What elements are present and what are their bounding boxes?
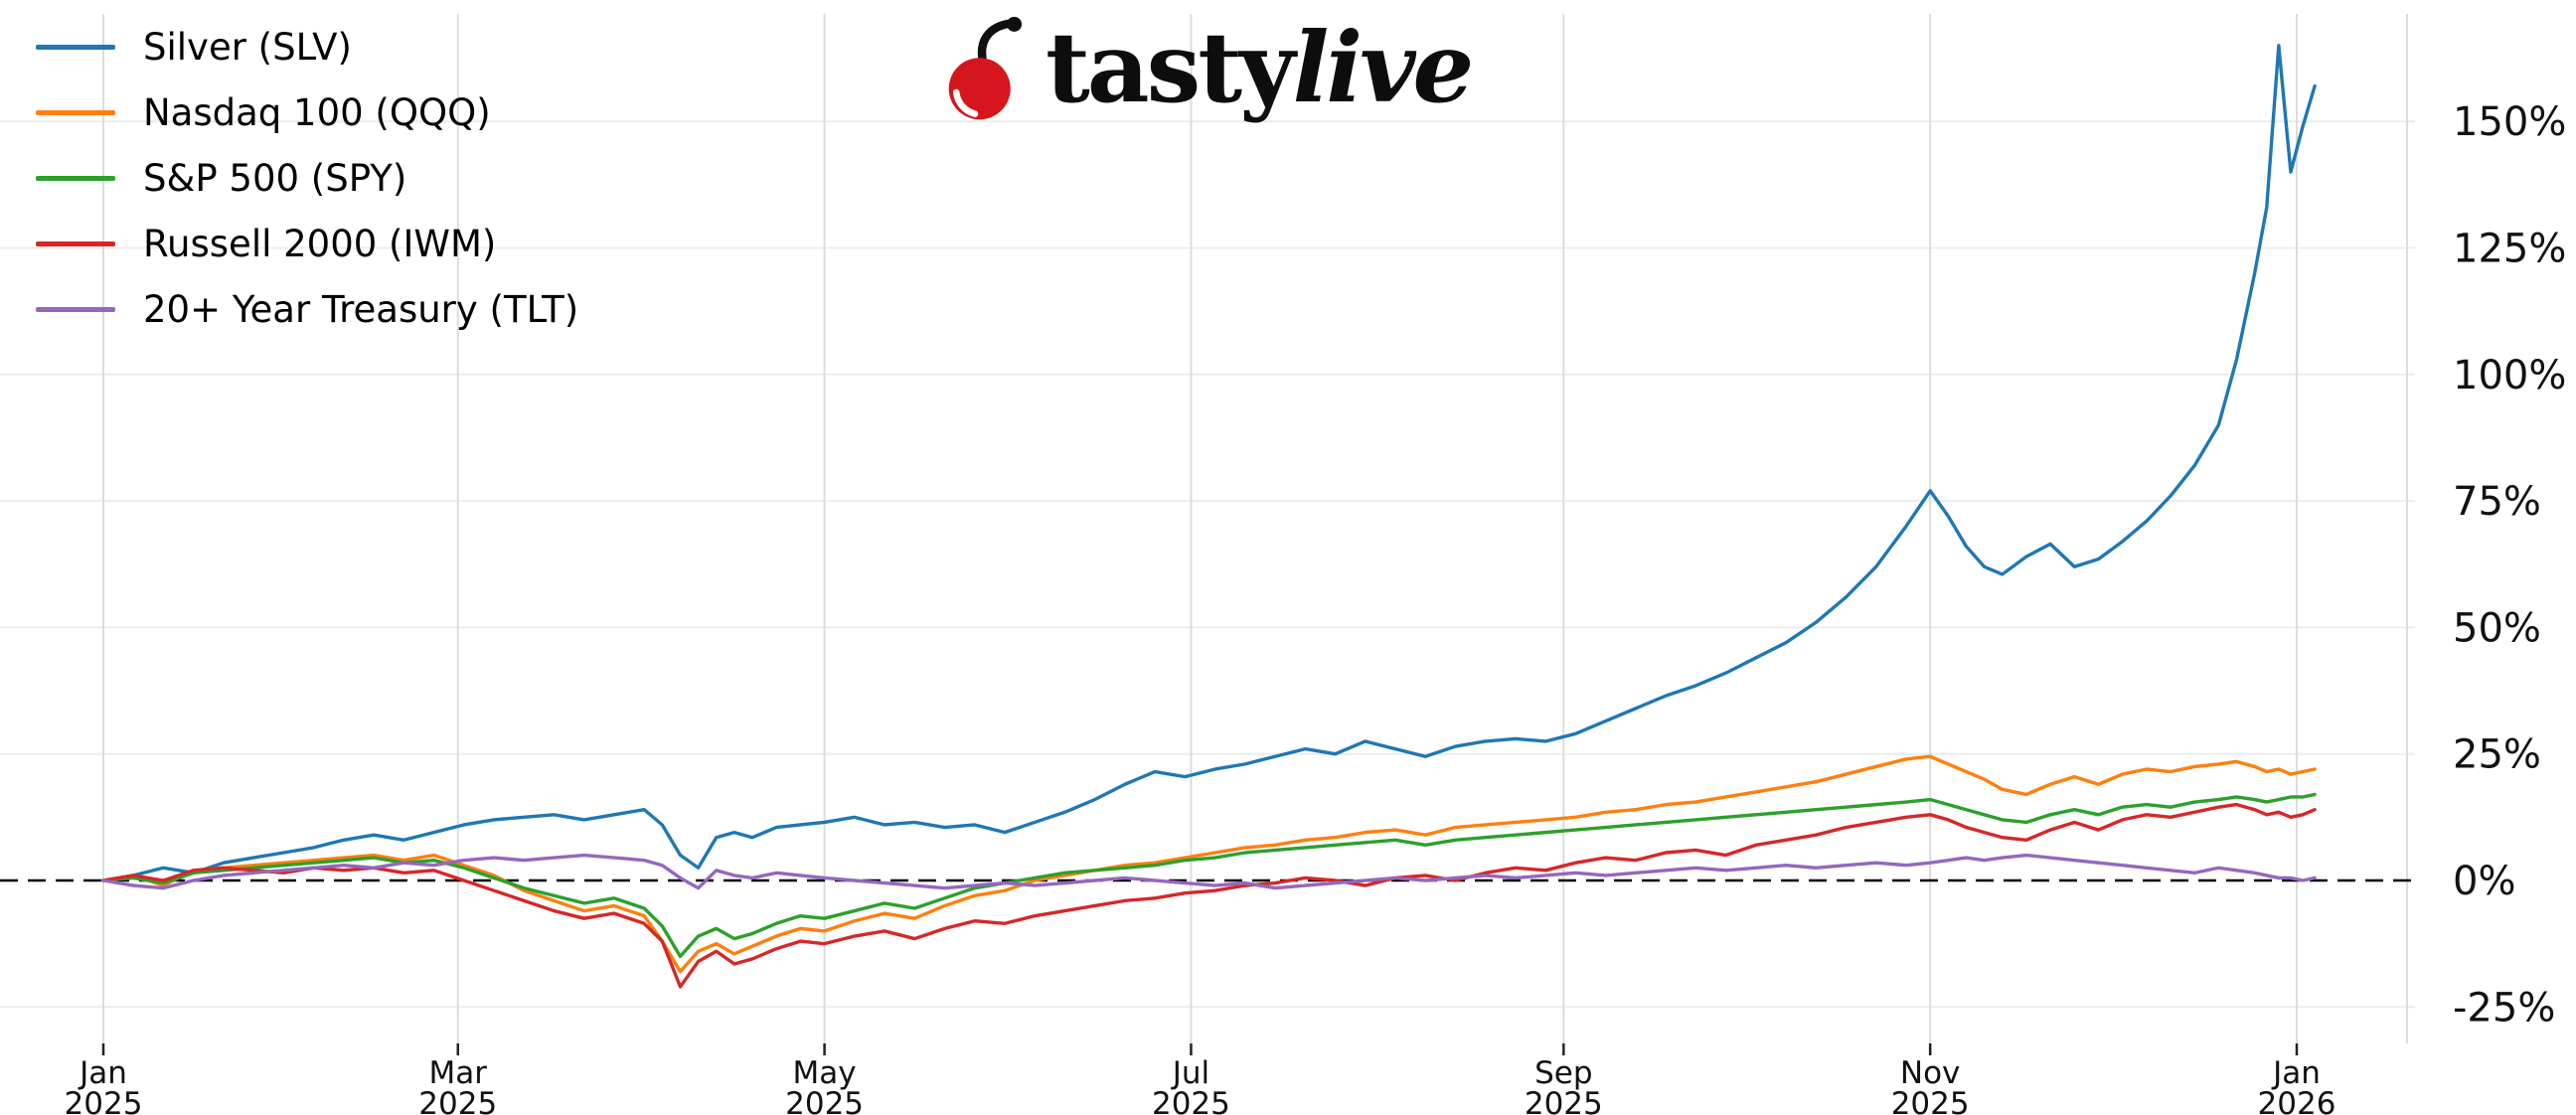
- legend-item-spy: S&P 500 (SPY): [36, 157, 578, 200]
- legend-color-line-spy: [36, 176, 115, 181]
- legend-color-line-tlt: [36, 307, 115, 312]
- logo-text-live: live: [1292, 11, 1474, 125]
- svg-text:Nov: Nov: [1900, 1055, 1961, 1091]
- svg-text:150%: 150%: [2453, 99, 2566, 145]
- svg-text:2025: 2025: [1152, 1086, 1230, 1115]
- legend-label-iwm: Russell 2000 (IWM): [143, 223, 497, 265]
- svg-text:2025: 2025: [785, 1086, 864, 1115]
- svg-text:100%: 100%: [2453, 353, 2566, 398]
- svg-text:Mar: Mar: [428, 1055, 487, 1091]
- svg-text:2025: 2025: [65, 1086, 143, 1115]
- legend-color-line-slv: [36, 45, 115, 50]
- svg-text:May: May: [793, 1055, 857, 1091]
- legend-color-line-iwm: [36, 241, 115, 246]
- legend-label-spy: S&P 500 (SPY): [143, 157, 407, 200]
- legend-label-tlt: 20+ Year Treasury (TLT): [143, 288, 579, 331]
- svg-text:2025: 2025: [1891, 1086, 1970, 1115]
- legend-label-qqq: Nasdaq 100 (QQQ): [143, 91, 491, 134]
- svg-text:50%: 50%: [2453, 605, 2541, 651]
- svg-text:75%: 75%: [2453, 479, 2541, 525]
- tastylive-logo: tastylive: [944, 14, 1474, 123]
- svg-text:Jul: Jul: [1171, 1055, 1209, 1091]
- legend-item-iwm: Russell 2000 (IWM): [36, 223, 578, 265]
- logo-text-tasty: tasty: [1046, 11, 1295, 125]
- legend-item-tlt: 20+ Year Treasury (TLT): [36, 288, 578, 331]
- svg-text:0%: 0%: [2453, 859, 2515, 904]
- svg-text:Sep: Sep: [1534, 1055, 1592, 1091]
- chart-legend: Silver (SLV) Nasdaq 100 (QQQ) S&P 500 (S…: [36, 26, 578, 331]
- svg-text:2025: 2025: [1525, 1086, 1603, 1115]
- legend-item-qqq: Nasdaq 100 (QQQ): [36, 91, 578, 134]
- svg-text:25%: 25%: [2453, 732, 2541, 778]
- cherry-icon: [948, 16, 1023, 120]
- svg-text:Jan: Jan: [2271, 1055, 2321, 1091]
- logo-text: tastylive: [1046, 17, 1474, 119]
- svg-text:2025: 2025: [418, 1086, 497, 1115]
- legend-color-line-qqq: [36, 110, 115, 115]
- svg-text:125%: 125%: [2453, 227, 2566, 272]
- svg-text:Jan: Jan: [78, 1055, 127, 1091]
- svg-text:2026: 2026: [2258, 1086, 2336, 1115]
- legend-label-slv: Silver (SLV): [143, 26, 352, 69]
- svg-text:-25%: -25%: [2453, 985, 2555, 1031]
- legend-item-slv: Silver (SLV): [36, 26, 578, 69]
